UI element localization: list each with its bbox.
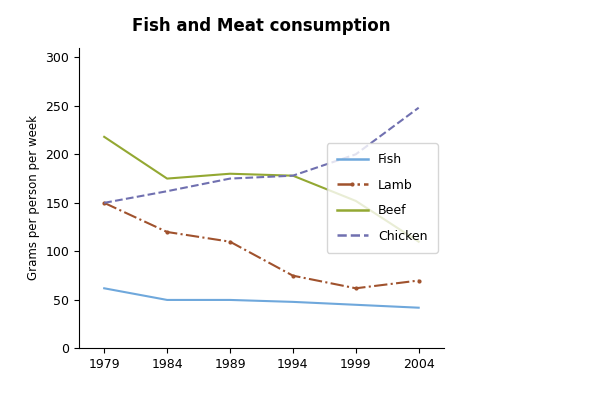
Lamb: [226, 239, 233, 244]
Lamb: [352, 286, 359, 291]
Beef: [164, 176, 171, 181]
Title: Fish and Meat consumption: Fish and Meat consumption: [132, 17, 391, 35]
Fish: [289, 299, 297, 304]
Lamb: [289, 273, 297, 278]
Fish: [352, 303, 359, 307]
Line: Chicken: Chicken: [104, 108, 419, 203]
Beef: [352, 198, 359, 203]
Lamb: [164, 230, 171, 234]
Chicken: [226, 176, 233, 181]
Lamb: [100, 200, 108, 205]
Y-axis label: Grams per person per week: Grams per person per week: [27, 116, 40, 280]
Fish: [100, 286, 108, 291]
Legend: Fish, Lamb, Beef, Chicken: Fish, Lamb, Beef, Chicken: [327, 143, 438, 253]
Fish: [226, 297, 233, 302]
Chicken: [100, 200, 108, 205]
Chicken: [164, 189, 171, 194]
Line: Beef: Beef: [104, 137, 419, 242]
Fish: [164, 297, 171, 302]
Beef: [289, 173, 297, 178]
Fish: [415, 305, 423, 310]
Line: Lamb: Lamb: [102, 200, 421, 291]
Beef: [226, 171, 233, 176]
Chicken: [289, 173, 297, 178]
Beef: [100, 135, 108, 139]
Beef: [415, 239, 423, 244]
Lamb: [415, 278, 423, 283]
Chicken: [352, 152, 359, 157]
Line: Fish: Fish: [104, 288, 419, 308]
Chicken: [415, 105, 423, 110]
